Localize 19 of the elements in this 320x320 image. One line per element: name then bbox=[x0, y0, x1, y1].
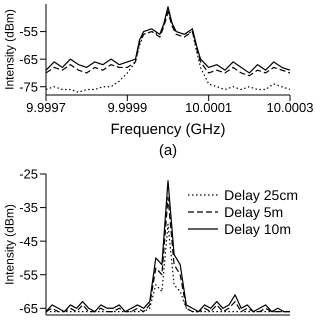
y-tick-label: -45 bbox=[19, 234, 38, 249]
y-tick-label: -75 bbox=[19, 79, 38, 94]
x-tick-label: 10.0001 bbox=[185, 100, 232, 116]
y-tick-label: -25 bbox=[19, 166, 38, 182]
text: (a) bbox=[158, 142, 178, 159]
y-tick-label: -65 bbox=[19, 52, 38, 67]
y-tick-label: -65 bbox=[19, 300, 38, 316]
y-axis-title: Intensity (dBm) bbox=[2, 204, 16, 285]
legend-label: Delay 5m bbox=[224, 204, 284, 220]
legend-label: Delay 10m bbox=[224, 220, 291, 236]
x-tick-label: 9.9999 bbox=[107, 100, 148, 116]
x-tick-label: 9.9997 bbox=[26, 100, 66, 116]
y-tick-label: -55 bbox=[19, 267, 38, 282]
y-axis-title: Intensity (dBm) bbox=[2, 9, 16, 90]
x-axis-title: Frequency (GHz) bbox=[110, 121, 226, 138]
x-tick-label: 10.0003 bbox=[266, 100, 314, 116]
y-tick-label: -35 bbox=[19, 200, 38, 216]
y-tick-label: -55 bbox=[19, 24, 38, 40]
legend-label: Delay 25cm bbox=[224, 186, 298, 202]
